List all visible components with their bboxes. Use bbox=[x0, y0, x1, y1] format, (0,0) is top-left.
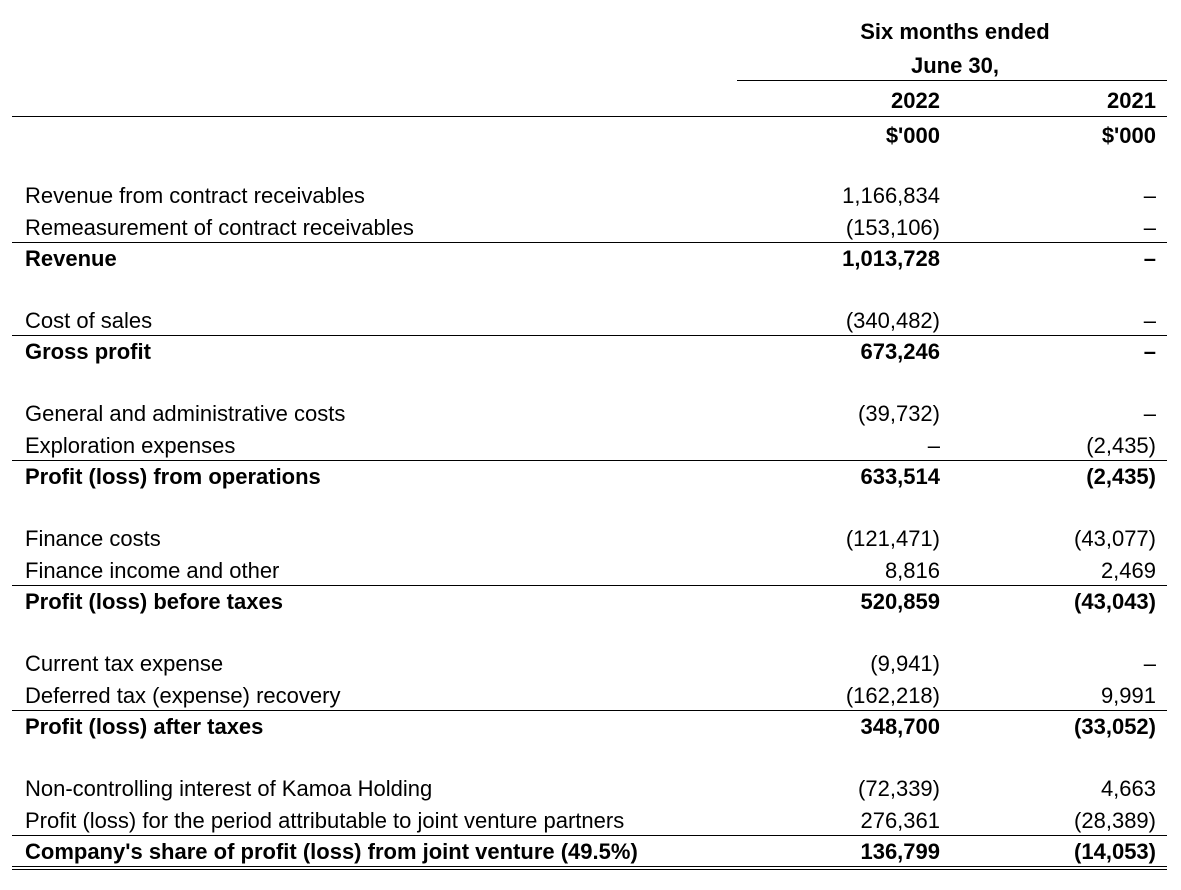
cell: 4,663 bbox=[1100, 776, 1156, 801]
row-label: Cost of sales bbox=[25, 308, 153, 333]
column-header: 2021 bbox=[1107, 88, 1156, 113]
cell: 520,859 bbox=[860, 589, 940, 614]
rule bbox=[12, 116, 1167, 117]
cell: – bbox=[1143, 246, 1156, 271]
rule bbox=[12, 710, 1167, 711]
rule bbox=[12, 460, 1167, 461]
cell: 276,361 bbox=[860, 808, 940, 833]
cell: 1,166,834 bbox=[842, 183, 940, 208]
row-label: Revenue bbox=[25, 246, 117, 271]
cell: (33,052) bbox=[1074, 714, 1156, 739]
row-label: Company's share of profit (loss) from jo… bbox=[25, 839, 638, 864]
cell: (121,471) bbox=[845, 526, 940, 551]
cell: 673,246 bbox=[860, 339, 940, 364]
cell: (2,435) bbox=[1086, 464, 1156, 489]
row-label: Finance income and other bbox=[25, 558, 280, 583]
rule bbox=[12, 869, 1167, 870]
rule bbox=[12, 585, 1167, 586]
row-label: Profit (loss) after taxes bbox=[25, 714, 264, 739]
row-label: Current tax expense bbox=[25, 651, 224, 676]
cell: (28,389) bbox=[1074, 808, 1156, 833]
cell: (14,053) bbox=[1074, 839, 1156, 864]
cell: – bbox=[1143, 308, 1156, 333]
row-label: Non-controlling interest of Kamoa Holdin… bbox=[25, 776, 433, 801]
rule bbox=[737, 80, 1167, 81]
cell: (43,043) bbox=[1074, 589, 1156, 614]
cell: (2,435) bbox=[1086, 433, 1156, 458]
cell: – bbox=[1143, 401, 1156, 426]
cell: 136,799 bbox=[860, 839, 940, 864]
column-header: 2022 bbox=[891, 88, 940, 113]
cell: – bbox=[1143, 183, 1156, 208]
rule bbox=[12, 242, 1167, 243]
cell: (340,482) bbox=[845, 308, 940, 333]
cell: (43,077) bbox=[1074, 526, 1156, 551]
cell: – bbox=[1143, 215, 1156, 240]
cell: – bbox=[1143, 339, 1156, 364]
header-title: Six months ended bbox=[860, 19, 1050, 44]
row-label: Profit (loss) from operations bbox=[25, 464, 321, 489]
cell: (9,941) bbox=[870, 651, 940, 676]
row-label: Profit (loss) for the period attributabl… bbox=[25, 808, 625, 833]
rule bbox=[12, 866, 1167, 867]
row-label: Profit (loss) before taxes bbox=[25, 589, 283, 614]
row-label: Revenue from contract receivables bbox=[25, 183, 365, 208]
row-label: Remeasurement of contract receivables bbox=[25, 215, 414, 240]
cell: 8,816 bbox=[884, 558, 940, 583]
row-label: Finance costs bbox=[25, 526, 161, 551]
cell: 2,469 bbox=[1100, 558, 1156, 583]
row-label: Gross profit bbox=[25, 339, 151, 364]
row-label: General and administrative costs bbox=[25, 401, 346, 426]
rule bbox=[12, 835, 1167, 836]
row-label: Deferred tax (expense) recovery bbox=[25, 683, 341, 708]
cell: – bbox=[1143, 651, 1156, 676]
cell: 348,700 bbox=[860, 714, 940, 739]
unit: $'000 bbox=[885, 123, 940, 148]
cell: 633,514 bbox=[860, 464, 940, 489]
header-subtitle: June 30, bbox=[910, 53, 1000, 78]
unit: $'000 bbox=[1101, 123, 1156, 148]
cell: (162,218) bbox=[845, 683, 940, 708]
rule bbox=[12, 335, 1167, 336]
cell: (153,106) bbox=[845, 215, 940, 240]
cell: 9,991 bbox=[1100, 683, 1156, 708]
cell: 1,013,728 bbox=[842, 246, 940, 271]
cell: (39,732) bbox=[858, 401, 940, 426]
cell: – bbox=[927, 433, 940, 458]
cell: (72,339) bbox=[858, 776, 940, 801]
row-label: Exploration expenses bbox=[25, 433, 236, 458]
